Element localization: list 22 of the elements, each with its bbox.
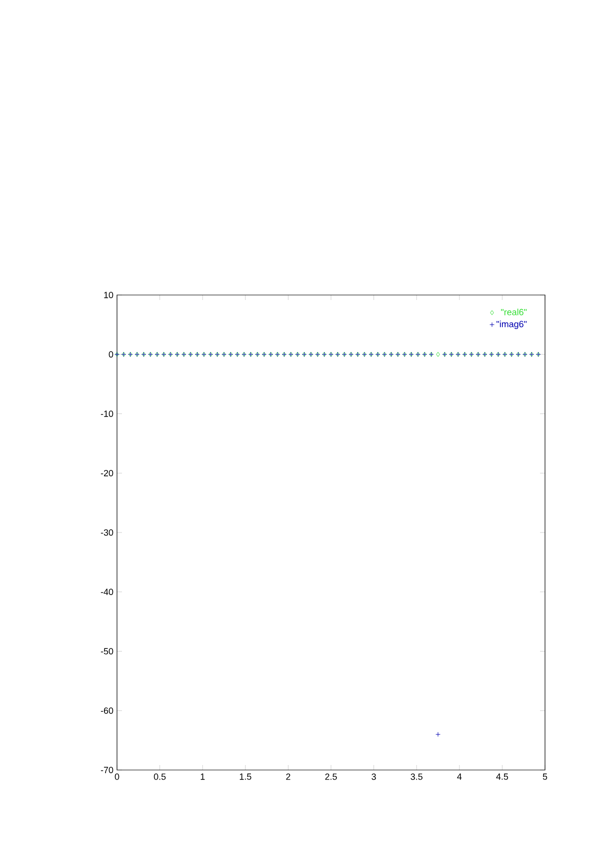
y-tick-label: -60: [100, 707, 114, 714]
y-tick-label: -50: [100, 648, 114, 654]
x-tick-label: 2.5: [325, 774, 337, 780]
x-tick-label: 3: [372, 774, 376, 780]
x-tick-label: 2: [286, 774, 290, 780]
x-tick-label: 4: [457, 774, 462, 780]
x-tick-label: 0.5: [154, 774, 166, 780]
x-tick-label: 4.5: [496, 774, 508, 780]
y-tick-label: -30: [100, 529, 114, 536]
x-tick-label: 1: [200, 774, 205, 780]
x-tick-label: 3.5: [410, 774, 422, 780]
y-tick-label: -20: [100, 470, 114, 476]
y-tick-label: -10: [100, 410, 114, 417]
x-tick-label: 0: [114, 774, 120, 780]
legend-label: "real6": [501, 308, 527, 316]
x-tick-label: 5: [542, 774, 548, 780]
y-tick-label: 0: [108, 351, 114, 358]
legend-label: "imag6": [496, 320, 527, 330]
y-tick-label: -40: [100, 588, 114, 596]
y-tick-label: 10: [104, 292, 114, 298]
y-tick-label: -70: [100, 766, 114, 774]
x-tick-label: 1.5: [240, 774, 252, 780]
